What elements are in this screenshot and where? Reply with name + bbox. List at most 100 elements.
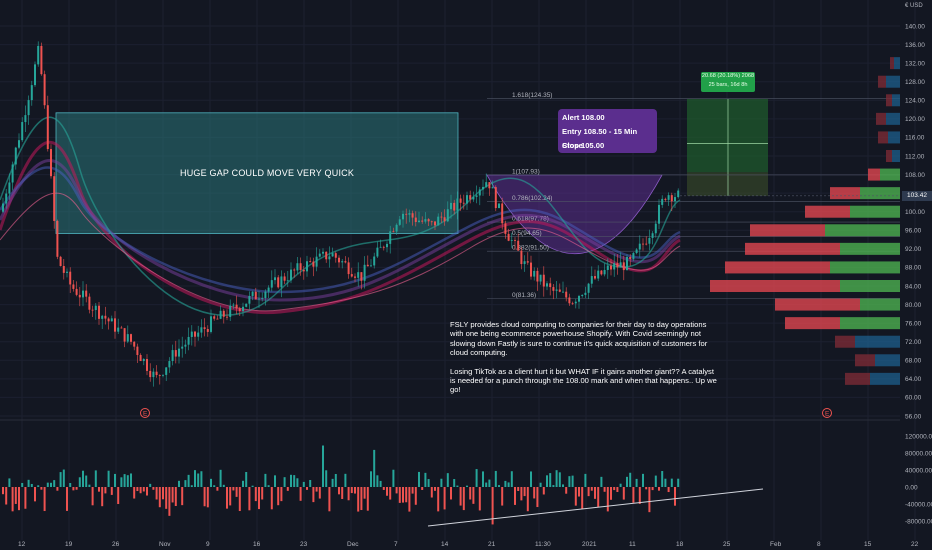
- volume-bar: [421, 487, 424, 490]
- price-tick-label: 76.00: [905, 320, 922, 327]
- volume-bar: [642, 473, 644, 487]
- candle-body: [149, 370, 152, 378]
- volume-profile-up: [870, 372, 900, 385]
- candle-body: [270, 280, 273, 288]
- candle-body: [568, 297, 571, 304]
- volume-profile-down: [710, 280, 840, 292]
- candle-body: [488, 182, 491, 189]
- volume-bar: [165, 487, 168, 509]
- candle-body: [203, 327, 206, 330]
- volume-bar: [30, 483, 33, 487]
- candle-body: [667, 195, 670, 200]
- volume-bars: [2, 445, 680, 525]
- volume-profile-up: [860, 187, 900, 200]
- volume-bar: [245, 472, 248, 487]
- volume-bar: [626, 476, 628, 487]
- volume-bar: [392, 469, 395, 487]
- volume-bar: [312, 487, 315, 503]
- volume-trendline: [427, 488, 764, 527]
- candle-body: [635, 249, 638, 254]
- volume-profile-up: [894, 57, 900, 70]
- volume-bar: [216, 487, 219, 491]
- candle-body: [277, 277, 280, 288]
- time-tick-label: Dec: [347, 541, 359, 548]
- candle-body: [322, 251, 324, 254]
- candle-body: [651, 233, 654, 238]
- volume-bar: [318, 487, 321, 499]
- candle-body: [216, 318, 219, 320]
- volume-bar: [354, 487, 356, 494]
- volume-bar: [66, 487, 68, 511]
- candle-body: [510, 240, 513, 241]
- volume-profile-down: [890, 57, 894, 70]
- candle-body: [370, 265, 372, 267]
- candle-body: [331, 253, 334, 257]
- candle-body: [453, 202, 456, 211]
- candle-body: [94, 305, 97, 311]
- time-tick-label: 2021: [582, 541, 597, 548]
- time-tick-label: 25: [723, 541, 731, 548]
- candle-body: [245, 303, 248, 307]
- candle-body: [408, 213, 411, 215]
- currency-label: € USD: [905, 3, 923, 9]
- earnings-label: E: [825, 411, 830, 418]
- price-tick-label: 88.00: [905, 265, 922, 272]
- volume-bar: [219, 469, 222, 487]
- volume-bar: [107, 470, 110, 487]
- volume-bar: [600, 476, 603, 487]
- candle-body: [542, 274, 545, 287]
- volume-bar: [200, 471, 203, 487]
- candle-body: [290, 269, 292, 281]
- candle-body: [24, 115, 27, 123]
- candle-body: [414, 217, 417, 222]
- volume-bar: [440, 478, 443, 487]
- volume-bar: [168, 487, 171, 516]
- candle-body: [411, 213, 414, 218]
- cup-pattern: [486, 174, 663, 255]
- candle-body: [347, 262, 350, 275]
- volume-bar: [606, 487, 609, 512]
- candle-body: [632, 253, 635, 259]
- candle-body: [229, 305, 232, 317]
- volume-bar: [296, 478, 299, 487]
- candle-body: [382, 246, 385, 248]
- price-tick-label: 56.00: [905, 413, 922, 420]
- volume-bar: [91, 487, 94, 506]
- volume-bar: [46, 482, 49, 487]
- volume-bar: [142, 487, 145, 492]
- time-tick-label: Nov: [159, 541, 171, 548]
- volume-profile-up: [850, 205, 900, 218]
- fib-label: 0.5(94.65): [512, 230, 542, 237]
- volume-bar: [194, 470, 196, 487]
- candle-body: [552, 287, 555, 291]
- volume-bar: [408, 487, 411, 512]
- volume-bar: [325, 470, 328, 487]
- candle-body: [622, 262, 625, 271]
- candle-body: [98, 305, 100, 319]
- candle-body: [670, 195, 673, 202]
- volume-bar: [78, 477, 81, 487]
- volume-bar: [552, 485, 555, 487]
- volume-bar: [110, 487, 113, 495]
- price-tick-label: 136.00: [905, 42, 925, 49]
- volume-profile-down: [745, 242, 840, 255]
- candle-body: [574, 301, 577, 304]
- candle-body: [133, 341, 136, 347]
- candle-body: [34, 64, 36, 86]
- volume-profile-up: [840, 242, 900, 255]
- volume-bar: [309, 479, 312, 487]
- candle-body: [43, 74, 46, 106]
- note-paragraph-2: Losing TikTok as a client hurt it but WH…: [450, 366, 717, 395]
- candle-body: [14, 147, 17, 165]
- volume-bar: [395, 487, 398, 494]
- position-line-1: 20.68 (20.18%) 2068: [701, 73, 755, 79]
- volume-bar: [376, 475, 379, 487]
- volume-bar: [485, 482, 488, 487]
- candle-body: [581, 294, 584, 296]
- volume-bar: [331, 478, 334, 487]
- candle-body: [376, 247, 379, 257]
- alert-callout: Alert 108.00 Entry 108.50 - 15 Min Close…: [558, 109, 657, 153]
- volume-profile-down: [775, 298, 860, 311]
- moving-average: [0, 116, 681, 316]
